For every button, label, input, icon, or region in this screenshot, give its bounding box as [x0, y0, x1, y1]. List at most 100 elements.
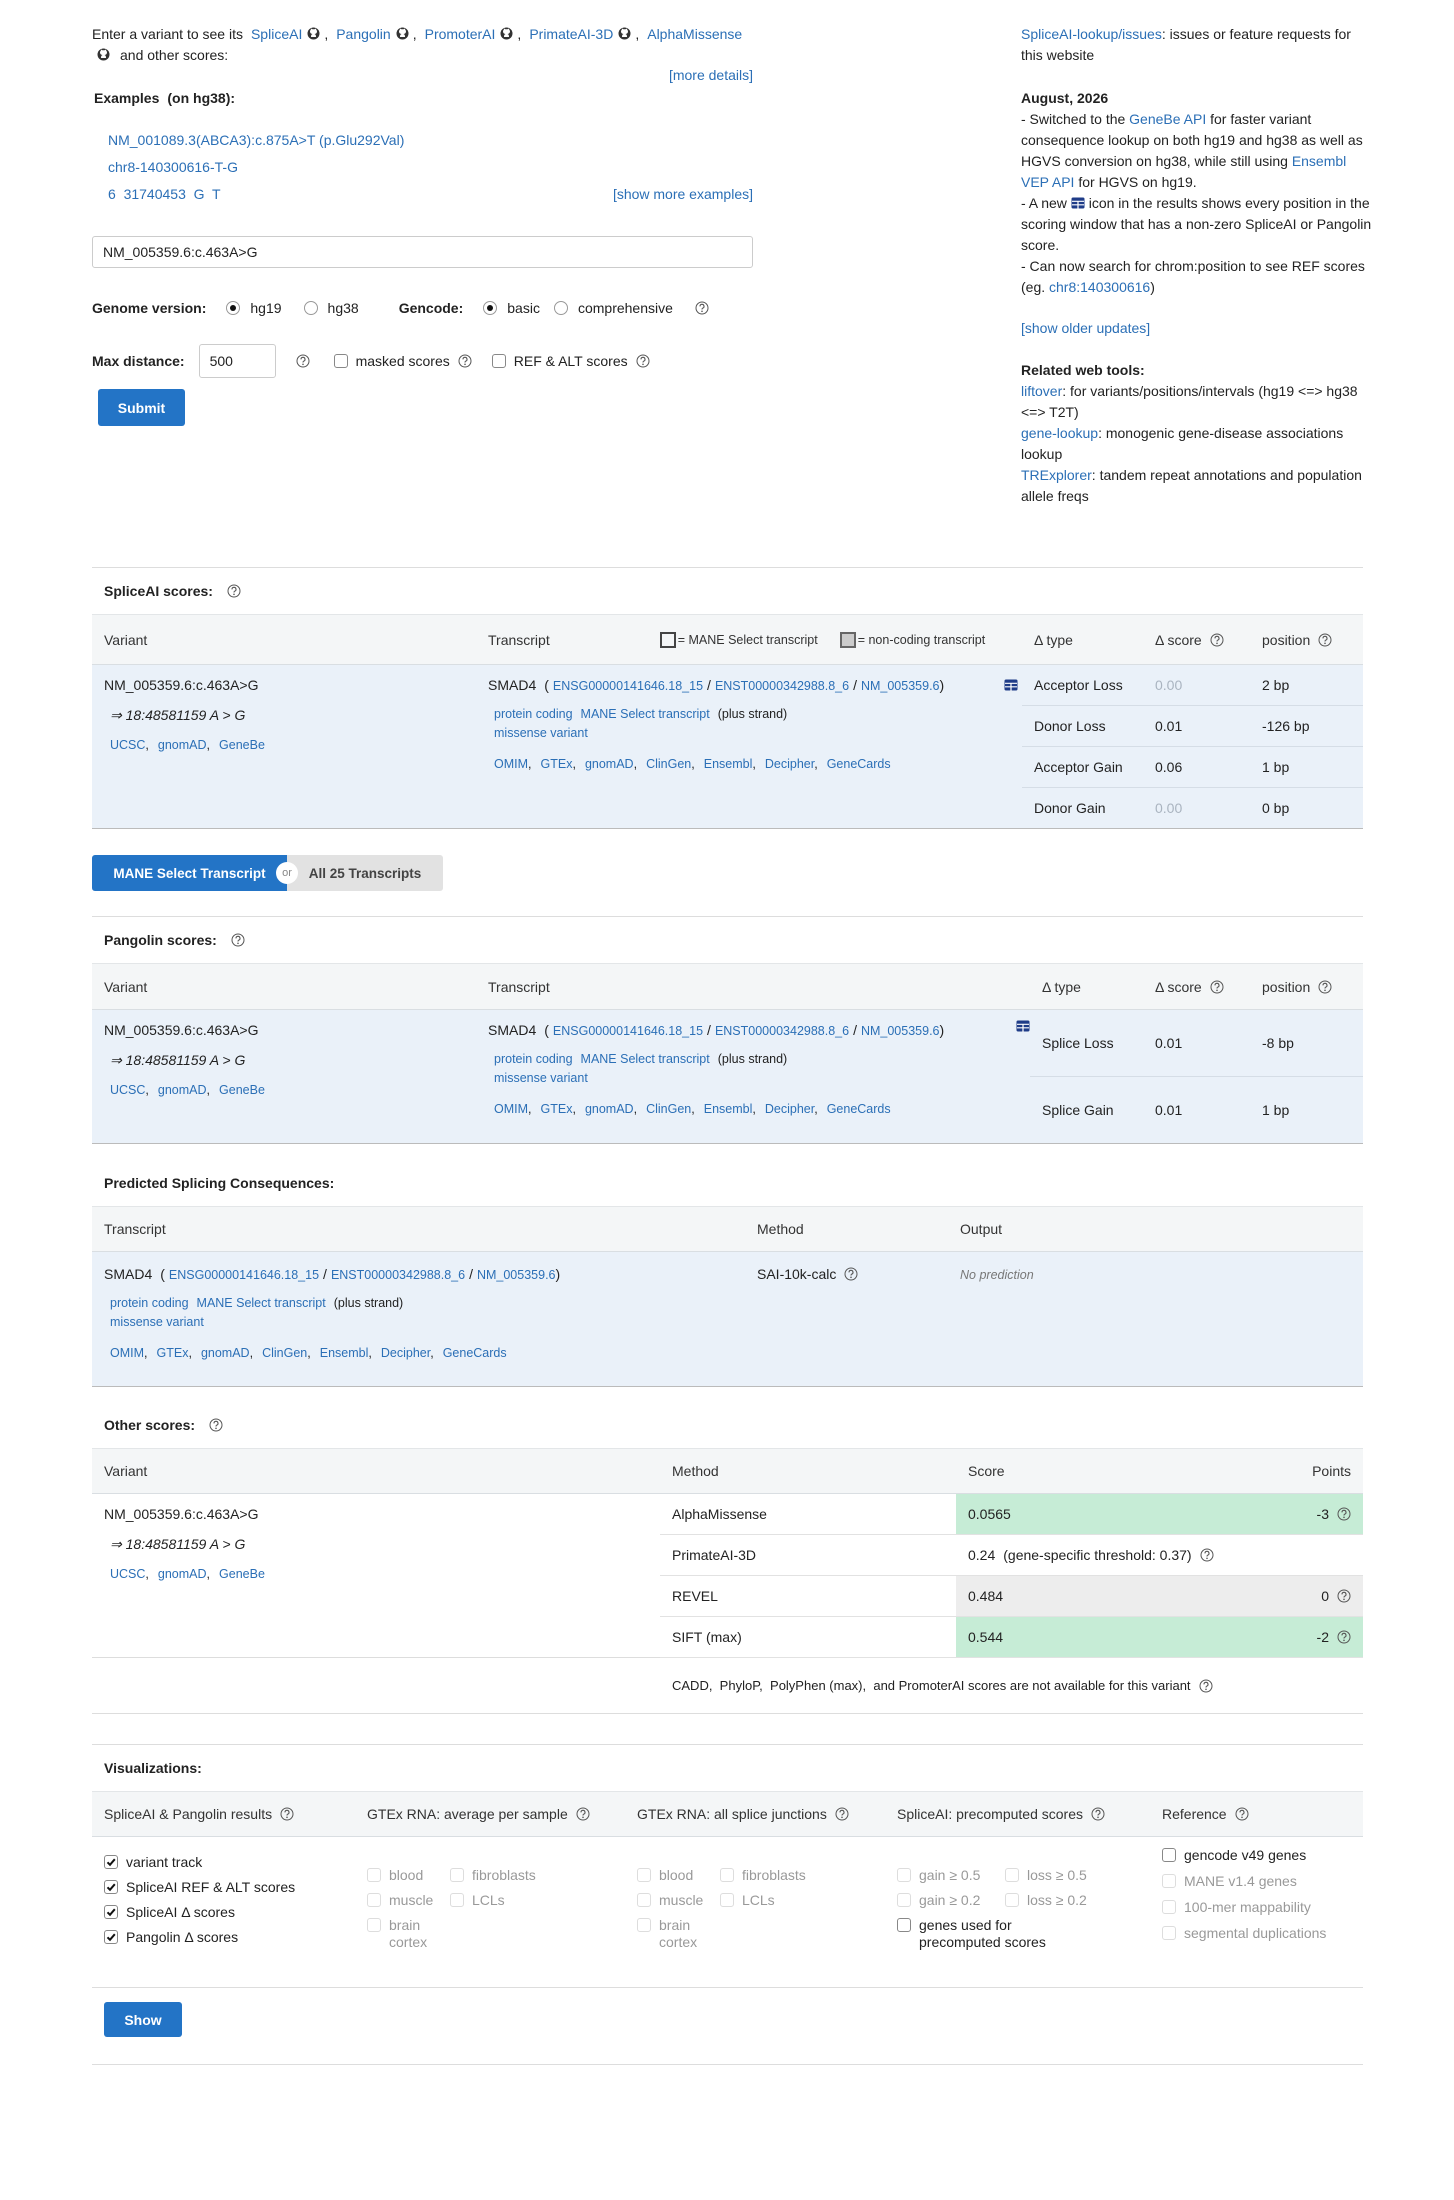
link[interactable]: ENSG00000141646.18_15	[552, 679, 704, 693]
link[interactable]: NM_005359.6	[476, 1268, 556, 1282]
link[interactable]: 6 31740453 G T	[108, 186, 221, 202]
link[interactable]: UCSC	[110, 1567, 146, 1581]
link[interactable]: NM_005359.6	[860, 679, 940, 693]
link[interactable]: GeneBe	[219, 738, 265, 752]
link[interactable]: SpliceAI	[250, 26, 303, 42]
link[interactable]: missense variant	[494, 726, 588, 740]
noncoding-legend-box	[839, 631, 856, 648]
link[interactable]: ENST00000342988.8_6	[714, 1024, 850, 1038]
option[interactable]: SpliceAI Δ scores	[104, 1904, 343, 1921]
option[interactable]: Pangolin Δ scores	[104, 1929, 343, 1946]
link[interactable]: [show older updates]	[1021, 320, 1151, 336]
separator: ,	[307, 1346, 311, 1360]
link[interactable]: Decipher	[764, 757, 815, 771]
checkbox[interactable]	[104, 1930, 118, 1944]
radio[interactable]	[483, 301, 498, 315]
link[interactable]: GTEx	[540, 1102, 573, 1116]
toggle-active[interactable]: MANE Select Transcript	[92, 855, 287, 891]
column-header: position	[1250, 963, 1363, 1010]
link[interactable]: missense variant	[110, 1315, 204, 1329]
link[interactable]: chr8:140300616	[1049, 279, 1151, 295]
link[interactable]: gnomAD	[157, 738, 207, 752]
checkbox[interactable]	[104, 1880, 118, 1894]
checkbox[interactable]	[1162, 1848, 1176, 1862]
link[interactable]: GeneBe API	[1129, 111, 1207, 127]
link[interactable]: GeneCards	[826, 1102, 891, 1116]
max-distance-input[interactable]: 500	[198, 344, 276, 378]
link[interactable]: OMIM	[110, 1346, 145, 1360]
link[interactable]: missense variant	[494, 1071, 588, 1085]
link[interactable]: Ensembl	[319, 1346, 369, 1360]
option[interactable]: variant track	[104, 1854, 343, 1871]
radio[interactable]	[553, 301, 568, 315]
option[interactable]: gencode v49 genes	[1162, 1847, 1351, 1864]
text: SpliceAI Δ scores	[126, 1904, 235, 1920]
link[interactable]: SpliceAI-lookup/issues	[1021, 26, 1162, 42]
link[interactable]: Ensembl	[703, 1102, 753, 1116]
link[interactable]: Pangolin	[336, 26, 391, 42]
link[interactable]: ENSG00000141646.18_15	[168, 1268, 320, 1282]
link[interactable]: protein coding	[494, 1052, 573, 1066]
link[interactable]: ENST00000342988.8_6	[714, 679, 850, 693]
link[interactable]: gnomAD	[157, 1567, 207, 1581]
link[interactable]: MANE Select transcript	[196, 1296, 326, 1310]
link[interactable]: Ensembl	[703, 757, 753, 771]
text: basic	[507, 300, 540, 316]
link[interactable]: gnomAD	[584, 757, 634, 771]
checkbox[interactable]	[333, 354, 348, 368]
link[interactable]: AlphaMissense	[647, 26, 743, 42]
score-row: NM_005359.6:c.463A>G ⇒ 18:48581159 A > G U…	[92, 664, 1363, 829]
link[interactable]: ClinGen	[646, 1102, 692, 1116]
link[interactable]: liftover	[1021, 383, 1063, 399]
link[interactable]: gnomAD	[584, 1102, 634, 1116]
link[interactable]: NM_001089.3(ABCA3):c.875A>T (p.Glu292Val…	[108, 132, 405, 148]
link[interactable]: ENSG00000141646.18_15	[552, 1024, 704, 1038]
link[interactable]: OMIM	[494, 757, 529, 771]
toggle-other[interactable]: All 25 Transcripts	[287, 855, 443, 891]
link[interactable]: GeneCards	[826, 757, 891, 771]
checkbox[interactable]	[104, 1905, 118, 1919]
link[interactable]: Decipher	[764, 1102, 815, 1116]
link[interactable]: PromoterAI	[424, 26, 496, 42]
link[interactable]: protein coding	[494, 707, 573, 721]
link[interactable]: [more details]	[668, 67, 753, 83]
link[interactable]: Ensembl VEP API	[1021, 153, 1347, 190]
submit-button[interactable]: Submit	[98, 389, 185, 426]
delta-score: 0.00	[1143, 787, 1250, 829]
link[interactable]: UCSC	[110, 738, 146, 752]
link[interactable]: ClinGen	[646, 757, 692, 771]
link[interactable]: UCSC	[110, 1083, 146, 1097]
checkbox[interactable]	[491, 354, 506, 368]
link[interactable]: ClinGen	[262, 1346, 308, 1360]
link[interactable]: TRExplorer	[1021, 467, 1092, 483]
link[interactable]: gnomAD	[200, 1346, 250, 1360]
link[interactable]: protein coding	[110, 1296, 189, 1310]
link[interactable]: Decipher	[380, 1346, 431, 1360]
show-button[interactable]: Show	[104, 2002, 182, 2037]
link[interactable]: GTEx	[540, 757, 573, 771]
checkbox[interactable]	[897, 1918, 911, 1932]
link[interactable]: GeneBe	[219, 1567, 265, 1581]
link[interactable]: MANE Select transcript	[580, 1052, 710, 1066]
link[interactable]: GeneCards	[442, 1346, 507, 1360]
link[interactable]: gene-lookup	[1021, 425, 1099, 441]
delta-type: Splice Gain	[1030, 1076, 1143, 1144]
link[interactable]: GTEx	[156, 1346, 189, 1360]
link[interactable]: NM_005359.6	[860, 1024, 940, 1038]
link[interactable]: GeneBe	[219, 1083, 265, 1097]
link[interactable]: PrimateAI-3D	[529, 26, 614, 42]
link[interactable]: gnomAD	[157, 1083, 207, 1097]
checkbox[interactable]	[104, 1855, 118, 1869]
radio[interactable]	[226, 301, 241, 315]
link[interactable]: chr8-140300616-T-G	[108, 159, 238, 175]
radio[interactable]	[303, 301, 318, 315]
link[interactable]: [show more examples]	[612, 186, 753, 202]
link[interactable]: MANE Select transcript	[580, 707, 710, 721]
link[interactable]: OMIM	[494, 1102, 529, 1116]
examples-label: Examples (on hg38):	[94, 90, 235, 106]
variant-input[interactable]: NM_005359.6:c.463A>G	[92, 236, 753, 268]
option[interactable]: SpliceAI REF & ALT scores	[104, 1879, 343, 1896]
link[interactable]: ENST00000342988.8_6	[330, 1268, 466, 1282]
option[interactable]: genes used for precomputed scores	[897, 1917, 1138, 1951]
text: Method	[757, 1221, 804, 1237]
